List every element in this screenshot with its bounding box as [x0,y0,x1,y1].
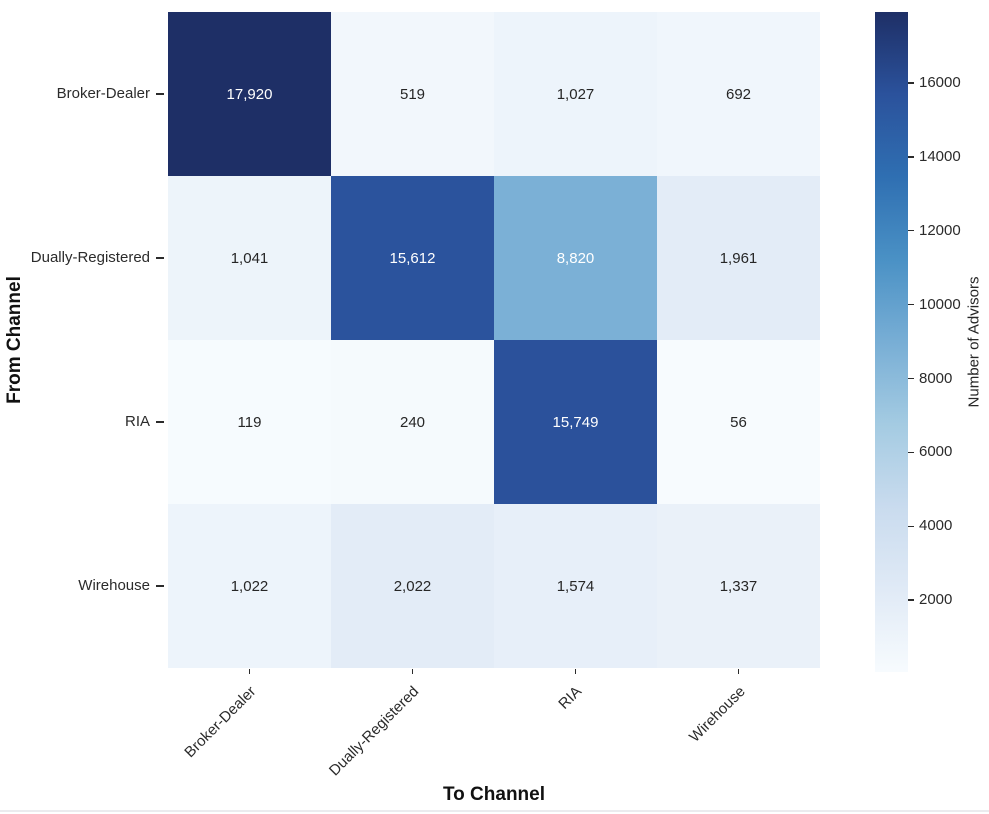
heatmap-cell: 1,961 [657,176,820,340]
y-tick-mark [156,421,164,423]
colorbar-tick-label: 8000 [919,369,953,387]
y-tick-mark [156,585,164,587]
heatmap-cell-value: 1,961 [719,249,758,267]
heatmap-cell-value: 692 [725,85,752,103]
x-tick-mark [574,669,577,674]
colorbar [875,12,908,672]
x-tick-label: Wirehouse [685,683,749,746]
heatmap-cell: 1,337 [657,504,820,668]
colorbar-tick-label: 10000 [919,295,961,313]
heatmap-cell: 240 [331,340,494,504]
colorbar-tick-mark [908,525,914,528]
heatmap-cell-value: 56 [730,413,747,431]
heatmap-cell-value: 1,027 [556,85,595,103]
heatmap-cell: 119 [168,340,331,504]
y-tick-label: Dually-Registered [30,249,150,266]
heatmap-cell: 1,574 [494,504,657,668]
heatmap-cell: 17,920 [168,12,331,176]
colorbar-label: Number of Advisors [965,276,983,408]
heatmap-cell-value: 519 [399,85,426,103]
heatmap-cell-value: 1,574 [556,577,595,595]
y-tick-mark [156,257,164,259]
colorbar-tick-label: 12000 [919,221,961,239]
heatmap-cell: 692 [657,12,820,176]
colorbar-tick-mark [908,451,914,454]
colorbar-tick-mark [908,303,914,306]
heatmap-cell-value: 119 [237,413,262,431]
colorbar-tick-label: 2000 [919,591,953,609]
heatmap-cell-value: 240 [399,413,426,431]
heatmap-cell-value: 2,022 [393,577,432,595]
heatmap-cell: 2,022 [331,504,494,668]
heatmap-cell: 15,749 [494,340,657,504]
page-bottom-divider [0,810,989,812]
heatmap-grid: 17,920 519 1,027 692 1,041 15,612 8,820 1,961 11… [168,12,820,668]
heatmap-cell-value: 1,337 [719,577,758,595]
colorbar-tick-label: 4000 [919,517,953,535]
colorbar-tick-mark [908,229,914,232]
heatmap-cell: 15,612 [331,176,494,340]
x-tick-mark [737,669,740,674]
heatmap-cell-value: 1,041 [230,249,269,267]
heatmap-cell: 1,022 [168,504,331,668]
x-tick-label: Dually-Registered [326,683,423,780]
heatmap-cell-value: 17,920 [226,85,273,103]
colorbar-tick-mark [908,156,914,158]
heatmap-cell: 1,027 [494,12,657,176]
colorbar-tick-label: 16000 [919,73,961,91]
heatmap-cell: 1,041 [168,176,331,340]
heatmap-cell-value: 15,749 [552,413,599,431]
y-tick-label: RIA [124,413,150,430]
colorbar-tick-mark [908,377,914,380]
y-axis-title: From Channel [4,276,25,404]
heatmap-cell: 56 [657,340,820,504]
x-tick-mark [248,669,251,674]
x-tick-mark [411,669,414,674]
y-tick-mark [156,93,164,95]
heatmap-cell: 8,820 [494,176,657,340]
colorbar-tick-mark [908,599,914,601]
colorbar-tick-label: 6000 [919,443,953,461]
y-tick-label: Broker-Dealer [56,85,150,102]
x-tick-label: RIA [555,683,586,713]
x-tick-label: Broker-Dealer [181,683,260,762]
heatmap-cell-value: 8,820 [556,249,595,267]
colorbar-tick-label: 14000 [919,147,961,165]
heatmap-cell-value: 15,612 [389,249,436,267]
colorbar-tick-mark [908,82,914,84]
heatmap-cell-value: 1,022 [230,577,269,595]
y-tick-label: Wirehouse [78,577,150,594]
x-axis-title: To Channel [442,784,546,805]
heatmap-cell: 519 [331,12,494,176]
